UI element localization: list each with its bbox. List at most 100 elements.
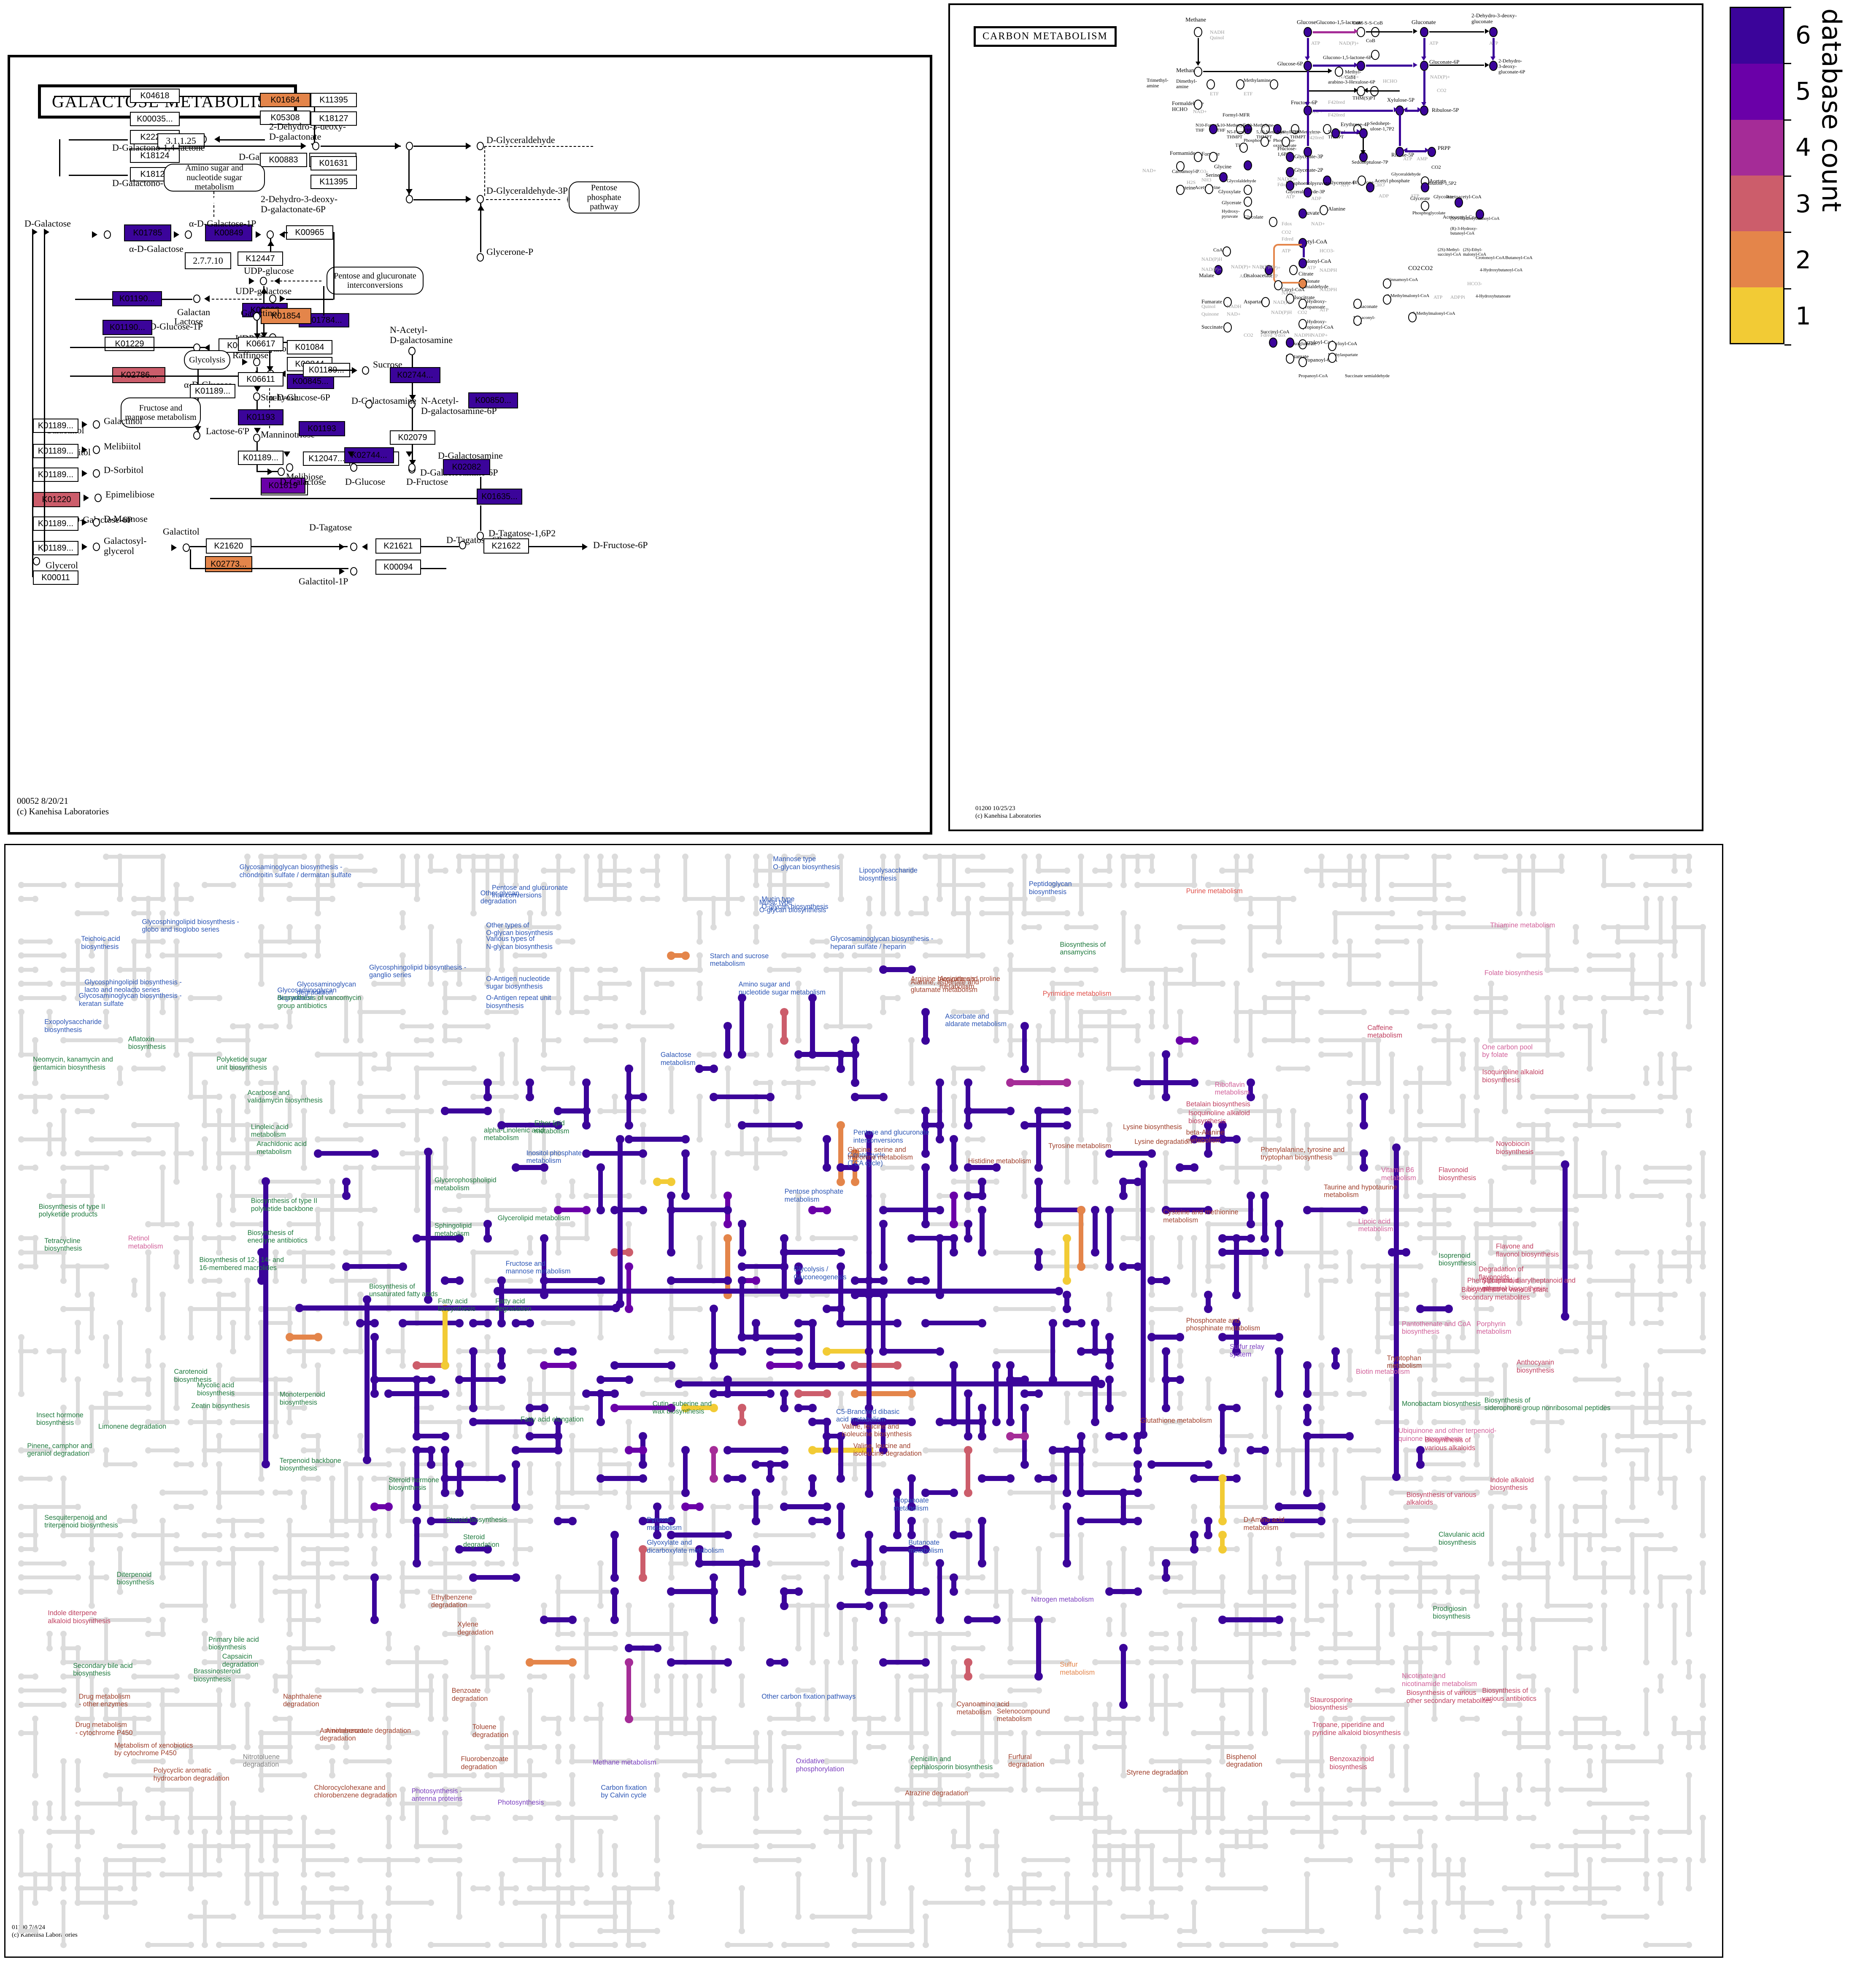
ortholog-box[interactable]: K01785	[124, 224, 171, 241]
compound-node	[365, 400, 373, 408]
ortholog-box[interactable]: K00883	[260, 153, 307, 167]
compound-node	[767, 1560, 773, 1567]
map-link-box[interactable]: Fructose and mannose metabolism	[121, 397, 201, 428]
compound-node	[286, 1829, 293, 1835]
ortholog-box[interactable]: K02773...	[205, 556, 252, 572]
compound-node	[1502, 1885, 1508, 1892]
compound-node	[1615, 1376, 1621, 1383]
pathway-edge	[1192, 1662, 1196, 1691]
pathway-edge	[1107, 1620, 1111, 1634]
compound-node	[526, 910, 533, 916]
compound-label: N-Acetyl- D-galactosamine	[390, 324, 453, 345]
ortholog-box[interactable]: K11395	[310, 175, 357, 189]
ortholog-box[interactable]: K01189...	[33, 468, 78, 482]
metabolite-node	[1304, 27, 1312, 37]
ortholog-box[interactable]: K18124	[130, 149, 180, 163]
compound-node	[385, 1447, 392, 1454]
compound-node	[1487, 1376, 1494, 1383]
pathway-edge	[346, 1250, 389, 1254]
ortholog-box[interactable]: K18127	[310, 111, 357, 126]
metabolite-label: CO2	[1431, 164, 1441, 170]
ortholog-box[interactable]: K02079	[390, 430, 435, 445]
compound-node	[1615, 1744, 1621, 1750]
map-link-box[interactable]: Glycolysis	[184, 350, 230, 370]
ortholog-box[interactable]: K04618	[130, 89, 180, 103]
metabolite-label: CO2	[1437, 87, 1447, 93]
pathway-edge	[1574, 927, 1578, 941]
pathway-edge	[669, 1408, 673, 1465]
ortholog-box[interactable]: K01635...	[477, 489, 522, 505]
ortholog-box[interactable]: K01631	[310, 156, 357, 170]
metabolite-node	[1286, 338, 1294, 348]
compound-node	[74, 1574, 81, 1581]
pathway-edge	[1109, 1731, 1123, 1735]
pathway-edge	[570, 1436, 574, 1493]
metabolite-label: Succinate	[1201, 324, 1223, 330]
ortholog-box[interactable]: K12047...	[303, 451, 350, 466]
pathway-edge	[21, 1576, 78, 1579]
ortholog-box[interactable]: K01189...	[33, 419, 78, 433]
ortholog-box[interactable]: K00094	[375, 559, 421, 575]
metabolite-label: Pi	[1461, 294, 1466, 300]
ortholog-box[interactable]: K00850...	[468, 392, 518, 408]
ortholog-box[interactable]: K02744...	[344, 447, 394, 463]
ortholog-box[interactable]: K01819	[261, 478, 305, 494]
compound-node	[1601, 1475, 1607, 1482]
ortholog-box[interactable]: K01189...	[33, 541, 78, 555]
ortholog-box[interactable]: K12447	[238, 251, 283, 266]
ortholog-box[interactable]: K01189...	[33, 516, 78, 531]
compound-node	[183, 543, 190, 552]
ortholog-box[interactable]: K01189...	[33, 444, 78, 458]
pathway-edge	[1618, 1434, 1675, 1438]
ortholog-box[interactable]: K00011	[33, 570, 78, 585]
ortholog-box[interactable]: K02082	[443, 459, 490, 475]
ortholog-box[interactable]: K01189...	[303, 363, 350, 377]
ortholog-box[interactable]: K00965	[286, 225, 333, 240]
compound-node	[1148, 1631, 1155, 1637]
ortholog-box[interactable]: K01229	[105, 337, 154, 351]
pathway-edge	[897, 1109, 912, 1113]
compound-node	[18, 995, 24, 1001]
ortholog-box[interactable]: K01084	[287, 340, 332, 354]
compound-node	[1417, 1023, 1423, 1030]
compound-node	[145, 1405, 151, 1411]
ortholog-box[interactable]: K00035...	[130, 112, 180, 126]
reaction-edge	[1405, 150, 1426, 152]
ortholog-box[interactable]: K02744...	[390, 367, 440, 383]
compound-node	[187, 1829, 194, 1835]
pathway-edge	[1460, 1323, 1465, 1337]
map-link-box[interactable]: Amino sugar and nucleotide sugar metabol…	[164, 163, 265, 192]
compound-node	[18, 1390, 24, 1397]
ortholog-box[interactable]: K01190...	[103, 320, 152, 335]
ortholog-box[interactable]: K01189...	[238, 451, 283, 465]
map-link-box[interactable]: Pentose and glucuronate interconversions	[327, 267, 424, 295]
ortholog-box[interactable]: K01684	[260, 93, 310, 107]
map-link-box[interactable]: Pentose phosphate pathway	[569, 181, 640, 213]
compound-node	[1530, 1814, 1536, 1821]
ortholog-box[interactable]: K01190...	[112, 291, 162, 306]
ortholog-box[interactable]: K01193	[299, 421, 345, 436]
ortholog-box[interactable]: K21622	[483, 538, 529, 554]
ortholog-box[interactable]: K06611	[238, 372, 283, 386]
ec-number-box[interactable]: 2.7.7.10	[185, 252, 231, 269]
compound-node	[526, 1687, 533, 1694]
ortholog-box[interactable]: K01193	[238, 409, 283, 425]
ortholog-box[interactable]: K05308	[260, 111, 310, 125]
pathway-edge	[1095, 1660, 1138, 1664]
compound-node	[908, 1108, 915, 1114]
ortholog-box[interactable]: K21620	[206, 538, 251, 554]
ortholog-box[interactable]: K01220	[33, 492, 80, 507]
compound-node	[1064, 924, 1070, 930]
pathway-line	[321, 146, 401, 147]
ortholog-box[interactable]: K01189...	[190, 384, 235, 398]
compound-node	[442, 1079, 448, 1086]
ortholog-box[interactable]: K06617	[238, 337, 283, 351]
pathway-edge	[191, 996, 219, 1000]
ortholog-box[interactable]: K02786...	[112, 367, 165, 383]
ortholog-box[interactable]: K01854	[261, 308, 311, 324]
ortholog-box[interactable]: K00849	[205, 224, 252, 241]
ortholog-box[interactable]: K21621	[375, 538, 421, 554]
pathway-edge	[600, 1109, 643, 1113]
compound-node	[1445, 1814, 1452, 1821]
ortholog-box[interactable]: K11395	[310, 93, 357, 107]
